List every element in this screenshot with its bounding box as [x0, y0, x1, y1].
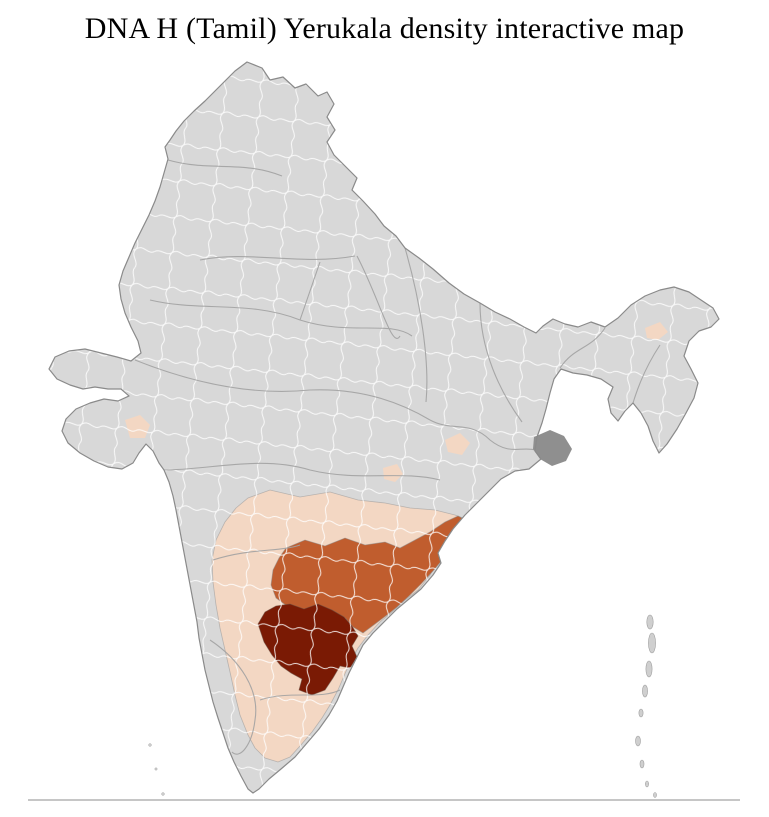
lakshadweep-islands[interactable]	[148, 743, 165, 796]
andaman-nicobar-islands[interactable]	[635, 614, 657, 798]
state-borders	[134, 159, 661, 755]
bottom-divider	[28, 799, 740, 801]
page-title: DNA H (Tamil) Yerukala density interacti…	[84, 12, 685, 45]
delta-shadow-region[interactable]	[533, 430, 572, 466]
